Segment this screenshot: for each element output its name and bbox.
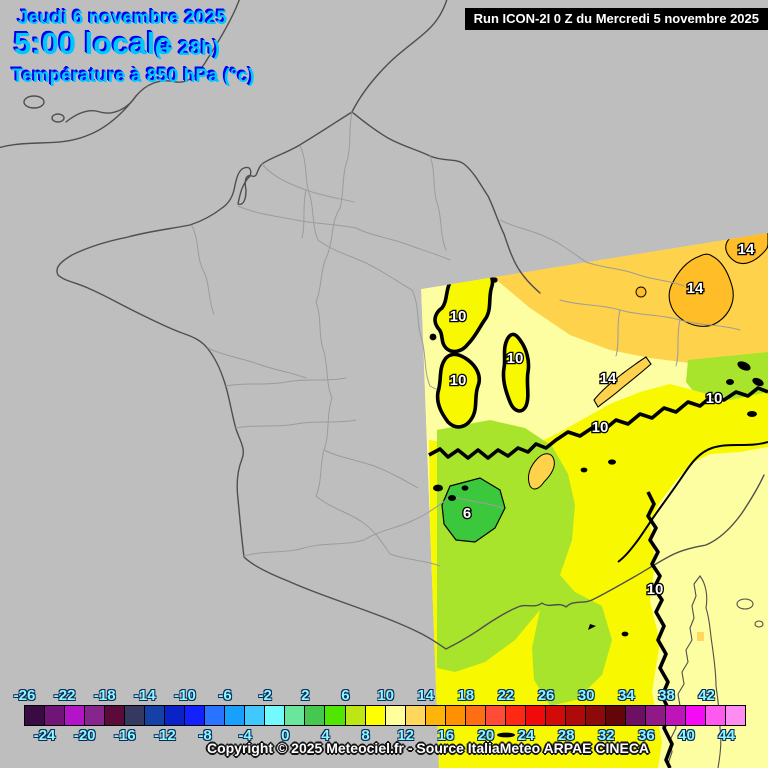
colorbar-cell [465, 706, 486, 725]
colorbar-cell [706, 706, 727, 725]
isotherm-label: 10 [450, 372, 467, 389]
colorbar-tick-label: 0 [281, 727, 290, 744]
isotherm-label: 14 [600, 370, 617, 387]
forecast-date: Jeudi 6 novembre 2025 [18, 8, 228, 29]
colorbar-tick-label: -18 [93, 687, 116, 704]
colorbar-tick-label: 12 [397, 727, 414, 744]
colorbar-tick-label: 22 [497, 687, 515, 704]
colorbar-tick-label: -16 [113, 727, 136, 744]
colorbar-tick-label: -8 [198, 727, 212, 744]
forecast-time: 5:00 locale [14, 26, 173, 61]
isotherm-label: 6 [463, 505, 471, 522]
colorbar-cell [185, 706, 206, 725]
colorbar-cell [345, 706, 366, 725]
colorbar-tick-label: 42 [698, 687, 715, 704]
colorbar-cell [365, 706, 386, 725]
colorbar-cell [245, 706, 266, 725]
colorbar-cell [65, 706, 86, 725]
colorbar-tick-label: -24 [33, 727, 56, 744]
colorbar-tick-label: 24 [517, 727, 535, 744]
colorbar-cell [145, 706, 166, 725]
colorbar-cell [285, 706, 306, 725]
colorbar-cell [505, 706, 526, 725]
colorbar-tick-label: 32 [597, 727, 615, 744]
colorbar-tick-label: 36 [638, 727, 655, 744]
colorbar-tick-label: -22 [53, 687, 76, 704]
colorbar-tick-label: 18 [457, 687, 475, 704]
colorbar-cell [565, 706, 586, 725]
colorbar-cell [445, 706, 466, 725]
colorbar-tick-label: 8 [361, 727, 370, 744]
colorbar-tick-label: -6 [218, 687, 232, 704]
isotherm-label: 10 [706, 390, 723, 407]
colorbar-cell [605, 706, 626, 725]
isotherm-contours-layer [428, 269, 768, 768]
model-run-info: Run ICON-2I 0 Z du Mercredi 5 novembre 2… [464, 8, 768, 30]
colorbar-cell [726, 706, 746, 725]
colorbar-tick-label: 14 [417, 687, 435, 704]
colorbar-cell [45, 706, 66, 725]
colorbar-tick-label: 38 [658, 687, 675, 704]
colorbar-cell [666, 706, 687, 725]
colorbar-cell [585, 706, 606, 725]
colorbar-cell [225, 706, 246, 725]
colorbar-tick-label: 6 [341, 687, 350, 704]
colorbar-tick-label: 34 [617, 687, 635, 704]
colorbar-cell [165, 706, 186, 725]
colorbar-cell [305, 706, 326, 725]
colorbar-tick-label: -2 [258, 687, 272, 704]
department-borders-layer [191, 111, 741, 567]
colorbar-tick-label: 40 [678, 727, 695, 744]
isotherm-label: 10 [450, 308, 467, 325]
colorbar-cell [125, 706, 146, 725]
colorbar-tick-label: 44 [718, 727, 735, 744]
colorbar-tick-label: 20 [477, 727, 495, 744]
temperature-colorbar [24, 705, 746, 726]
colorbar-cell [686, 706, 707, 725]
isotherm-labels-layer: 10 10 10 10 10 10 14 14 14 6 [448, 240, 756, 600]
colorbar-cell [265, 706, 286, 725]
colorbar-cell [525, 706, 546, 725]
colorbar-tick-label: -14 [134, 687, 156, 704]
colorbar-cell [105, 706, 126, 725]
model-domain-fills [421, 233, 768, 768]
colorbar-cell [385, 706, 406, 725]
copyright-text: Copyright © 2025 Meteociel.fr - Source I… [206, 740, 650, 756]
colorbar-cell [645, 706, 666, 725]
colorbar-tick-label: -26 [13, 687, 36, 704]
colorbar-cell [85, 706, 106, 725]
colorbar-cell [325, 706, 346, 725]
colorbar-tick-label: 28 [557, 727, 575, 744]
colorbar-cell [405, 706, 426, 725]
colorbar-tick-label: 4 [321, 727, 330, 744]
isotherm-label: 10 [647, 581, 664, 598]
colorbar-tick-label: 16 [437, 727, 455, 744]
colorbar-tick-label: 2 [301, 687, 310, 704]
colorbar-cell [625, 706, 646, 725]
isotherm-label: 14 [738, 241, 755, 258]
isotherm-label: 10 [592, 419, 609, 436]
colorbar-cell [25, 706, 46, 725]
colorbar-cell [425, 706, 446, 725]
colorbar-cell [545, 706, 566, 725]
colorbar-tick-label: 10 [377, 687, 394, 704]
parameter-title: Température à 850 hPa (°c) [12, 66, 255, 87]
colorbar-tick-label: -20 [73, 727, 96, 744]
isotherm-label: 10 [507, 350, 524, 367]
isotherm-label: 14 [687, 280, 704, 297]
colorbar-tick-label: 30 [577, 687, 595, 704]
colorbar-cell [485, 706, 506, 725]
colorbar-tick-label: -10 [174, 687, 196, 704]
colorbar-tick-label: 26 [537, 687, 555, 704]
colorbar-cell [205, 706, 226, 725]
colorbar-tick-label: -12 [154, 727, 176, 744]
colorbar-tick-label: -4 [238, 727, 252, 744]
forecast-hour-offset: (+ 28h) [155, 38, 221, 60]
